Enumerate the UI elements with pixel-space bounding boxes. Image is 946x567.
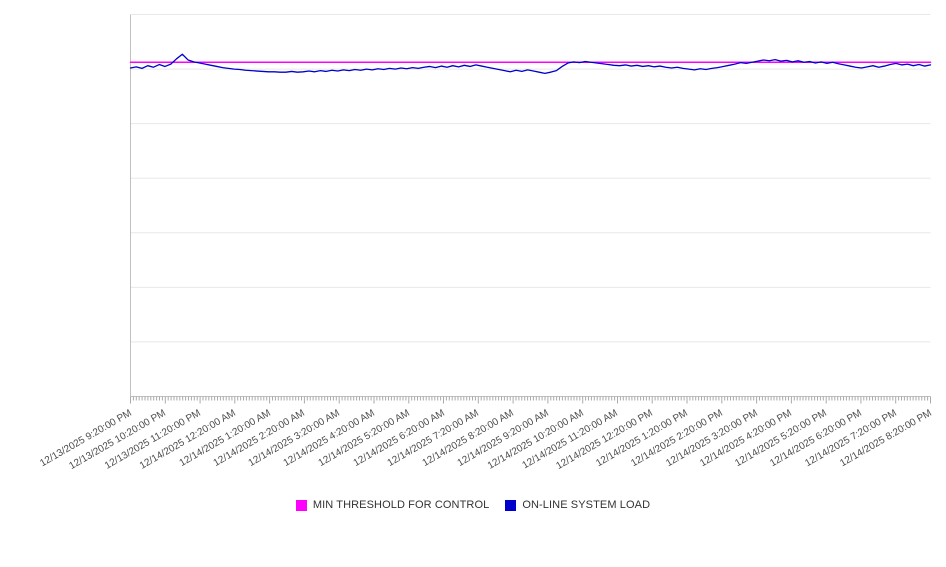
legend-label: ON-LINE SYSTEM LOAD	[522, 499, 651, 511]
chart-container: 12/13/2025 9:20:00 PM 12/13/2025 10:20:00…	[0, 14, 946, 516]
x-axis-ticks	[130, 396, 931, 404]
chart-plot-area	[129, 14, 932, 404]
chart-legend: MIN THRESHOLD FOR CONTROL ON-LINE SYSTEM …	[0, 494, 946, 516]
legend-entry[interactable]: ON-LINE SYSTEM LOAD	[505, 499, 650, 511]
y-gridlines	[130, 14, 931, 397]
legend-entry[interactable]: MIN THRESHOLD FOR CONTROL	[295, 499, 490, 511]
legend-swatch-system-load	[505, 499, 517, 511]
series-line-2	[129, 53, 932, 74]
legend-swatch-min-threshold	[295, 499, 307, 511]
legend-label: MIN THRESHOLD FOR CONTROL	[312, 499, 490, 511]
